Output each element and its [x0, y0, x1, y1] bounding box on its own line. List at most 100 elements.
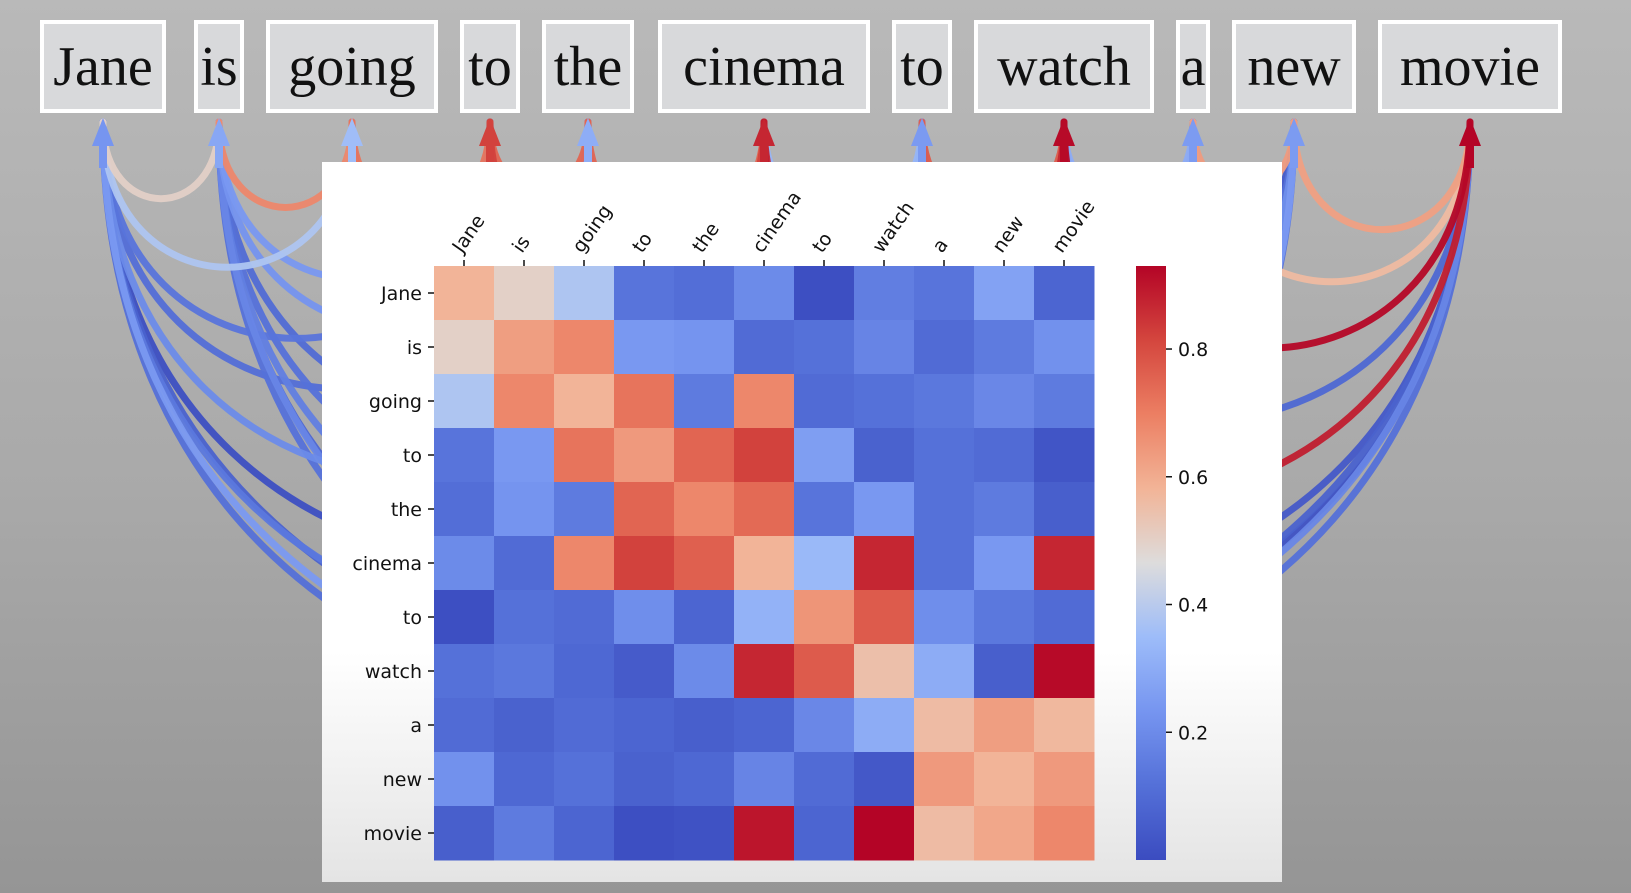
heatmap-cell-r0-c1 [494, 266, 555, 321]
heatmap-cell-r9-c3 [614, 752, 675, 807]
heatmap-cell-r9-c0 [434, 752, 495, 807]
y-tick-label-cinema: cinema [352, 553, 422, 575]
heatmap-cell-r2-c2 [554, 374, 615, 429]
y-tick-label-watch: watch [365, 661, 422, 683]
heatmap-cell-r10-c1 [494, 806, 555, 861]
heatmap-cell-r6-c0 [434, 590, 495, 645]
token-movie: movie [1378, 20, 1562, 113]
heatmap-cell-r5-c2 [554, 536, 615, 591]
heatmap-cell-r5-c6 [794, 536, 855, 591]
heatmap-cell-r6-c3 [614, 590, 675, 645]
heatmap-cell-r4-c5 [734, 482, 795, 537]
arrowhead-icon [1283, 118, 1305, 146]
heatmap-cell-r4-c0 [434, 482, 495, 537]
heatmap-cell-r2-c0 [434, 374, 495, 429]
heatmap-cell-r9-c10 [1034, 752, 1095, 807]
arrowhead-icon [341, 118, 363, 146]
heatmap-cell-r7-c6 [794, 644, 855, 699]
x-tick-label-jane: Jane [448, 211, 490, 258]
heatmap-cell-r1-c1 [494, 320, 555, 375]
heatmap-cell-r1-c0 [434, 320, 495, 375]
heatmap-cell-r9-c2 [554, 752, 615, 807]
arrowhead-icon [1459, 118, 1481, 146]
heatmap-cell-r4-c1 [494, 482, 555, 537]
heatmap-cell-r9-c6 [794, 752, 855, 807]
heatmap-cell-r10-c2 [554, 806, 615, 861]
x-tick-label-a: a [928, 235, 953, 257]
heatmap-cell-r9-c5 [734, 752, 795, 807]
heatmap-cell-r3-c7 [854, 428, 915, 483]
heatmap-cell-r1-c4 [674, 320, 735, 375]
heatmap-cell-r6-c2 [554, 590, 615, 645]
heatmap-cell-r5-c0 [434, 536, 495, 591]
heatmap-cell-r7-c0 [434, 644, 495, 699]
heatmap-cell-r5-c5 [734, 536, 795, 591]
heatmap-cell-r0-c5 [734, 266, 795, 321]
arrowhead-icon [911, 118, 933, 146]
heatmap-cell-r3-c6 [794, 428, 855, 483]
heatmap-cell-r9-c4 [674, 752, 735, 807]
heatmap-cell-r4-c8 [914, 482, 975, 537]
heatmap-cell-r7-c1 [494, 644, 555, 699]
x-tick-label-watch: watch [868, 197, 919, 256]
heatmap-cell-r6-c4 [674, 590, 735, 645]
heatmap-cell-r8-c4 [674, 698, 735, 753]
heatmap-cell-r10-c8 [914, 806, 975, 861]
heatmap-cell-r1-c2 [554, 320, 615, 375]
heatmap-cell-r9-c8 [914, 752, 975, 807]
y-tick-label-the: the [391, 499, 422, 521]
attention-heatmap: Jane is going to the cinema to watch a new movieJa… [352, 187, 1208, 861]
heatmap-cell-r0-c0 [434, 266, 495, 321]
heatmap-cell-r7-c8 [914, 644, 975, 699]
arrowhead-icon [1053, 118, 1075, 146]
arrowhead-icon [92, 118, 114, 146]
y-tick-label-is: is [407, 337, 422, 359]
heatmap-cell-r5-c4 [674, 536, 735, 591]
heatmap-cell-r2-c8 [914, 374, 975, 429]
colorbar-tick-label: 0.8 [1178, 339, 1208, 361]
heatmap-cell-r10-c5 [734, 806, 795, 861]
heatmap-panel: Jane is going to the cinema to watch a new movie Ja… [322, 162, 1282, 882]
heatmap-cell-r7-c3 [614, 644, 675, 699]
heatmap-cell-r8-c0 [434, 698, 495, 753]
heatmap-cell-r10-c4 [674, 806, 735, 861]
heatmap-cell-r1-c6 [794, 320, 855, 375]
attention-arc-1-2 [215, 118, 356, 211]
heatmap-cell-r3-c4 [674, 428, 735, 483]
heatmap-cell-r4-c9 [974, 482, 1035, 537]
heatmap-cell-r7-c2 [554, 644, 615, 699]
y-tick-label-movie: movie [364, 823, 422, 845]
heatmap-cell-r8-c8 [914, 698, 975, 753]
token-a: a [1176, 20, 1210, 113]
heatmap-cell-r5-c8 [914, 536, 975, 591]
heatmap-cell-r10-c9 [974, 806, 1035, 861]
y-tick-label-a: a [410, 715, 422, 737]
heatmap-cell-r4-c3 [614, 482, 675, 537]
arrowhead-icon [208, 118, 230, 146]
heatmap-cell-r7-c7 [854, 644, 915, 699]
token-to-2: to [892, 20, 952, 113]
heatmap-cell-r7-c5 [734, 644, 795, 699]
token-to-1: to [460, 20, 520, 113]
y-tick-label-to: to [403, 607, 422, 629]
heatmap-cell-r3-c8 [914, 428, 975, 483]
heatmap-cell-r7-c4 [674, 644, 735, 699]
heatmap-cell-r10-c6 [794, 806, 855, 861]
y-tick-label-jane: Jane [380, 283, 422, 305]
x-tick-label-going: going [568, 201, 616, 257]
heatmap-cell-r1-c5 [734, 320, 795, 375]
y-tick-label-going: going [369, 391, 422, 413]
colorbar-tick-label: 0.2 [1178, 722, 1208, 744]
heatmap-cell-r3-c2 [554, 428, 615, 483]
colorbar-tick-label: 0.4 [1178, 595, 1208, 617]
heatmap-cell-r6-c6 [794, 590, 855, 645]
token-going: going [266, 20, 438, 113]
heatmap-cell-r10-c0 [434, 806, 495, 861]
x-tick-label-new: new [988, 212, 1029, 257]
heatmap-cell-r8-c1 [494, 698, 555, 753]
x-tick-label-is: is [508, 232, 535, 257]
heatmap-cell-r10-c7 [854, 806, 915, 861]
heatmap-cell-r8-c10 [1034, 698, 1095, 753]
token-watch: watch [974, 20, 1154, 113]
heatmap-cell-r9-c1 [494, 752, 555, 807]
